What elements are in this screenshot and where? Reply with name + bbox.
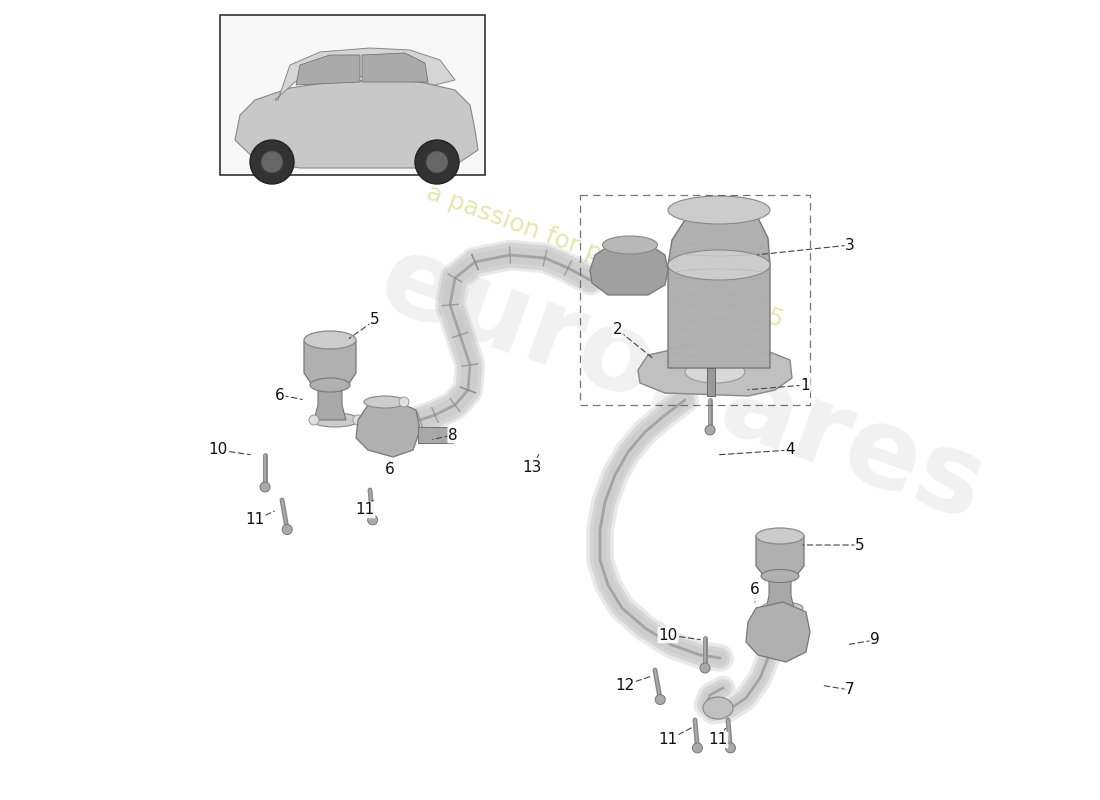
Polygon shape — [362, 53, 428, 82]
Text: 11: 11 — [708, 733, 727, 747]
Ellipse shape — [761, 602, 803, 614]
Ellipse shape — [703, 697, 733, 719]
Circle shape — [426, 151, 448, 173]
Ellipse shape — [304, 331, 356, 349]
Circle shape — [700, 663, 710, 673]
Ellipse shape — [310, 378, 350, 392]
Text: 12: 12 — [615, 678, 635, 693]
Circle shape — [261, 151, 283, 173]
Ellipse shape — [364, 396, 406, 408]
Ellipse shape — [311, 413, 359, 427]
Text: 8: 8 — [448, 427, 458, 442]
Polygon shape — [638, 348, 792, 396]
Text: 3: 3 — [845, 238, 855, 253]
Bar — [220, 15, 485, 175]
Text: 9: 9 — [870, 633, 880, 647]
Polygon shape — [356, 400, 420, 457]
Circle shape — [762, 604, 770, 612]
Text: 2: 2 — [613, 322, 623, 338]
Polygon shape — [314, 385, 346, 420]
Circle shape — [705, 425, 715, 435]
Text: 6: 6 — [750, 582, 760, 598]
Text: 10: 10 — [659, 627, 678, 642]
Text: a passion for parts since 1985: a passion for parts since 1985 — [424, 180, 786, 332]
Circle shape — [399, 397, 409, 407]
Bar — [707, 368, 715, 396]
Text: 6: 6 — [275, 387, 285, 402]
Text: 4: 4 — [785, 442, 795, 458]
Polygon shape — [590, 245, 668, 295]
Circle shape — [725, 743, 736, 753]
Circle shape — [692, 743, 703, 753]
Polygon shape — [304, 341, 356, 385]
Polygon shape — [766, 576, 794, 608]
Ellipse shape — [685, 361, 745, 383]
Text: 6: 6 — [385, 462, 395, 478]
Polygon shape — [668, 210, 770, 368]
Text: 13: 13 — [522, 461, 541, 475]
Ellipse shape — [668, 250, 770, 280]
Text: 11: 11 — [355, 502, 375, 518]
Text: 5: 5 — [855, 538, 865, 553]
Text: 11: 11 — [659, 733, 678, 747]
Polygon shape — [756, 536, 804, 576]
Circle shape — [283, 525, 293, 534]
Polygon shape — [418, 427, 453, 443]
Polygon shape — [296, 55, 360, 85]
Circle shape — [309, 415, 319, 425]
Circle shape — [260, 482, 270, 492]
Circle shape — [656, 694, 666, 705]
Text: 7: 7 — [845, 682, 855, 698]
Polygon shape — [275, 48, 455, 100]
Text: 11: 11 — [245, 513, 265, 527]
Polygon shape — [235, 80, 478, 168]
Circle shape — [353, 415, 363, 425]
Ellipse shape — [756, 528, 804, 544]
Ellipse shape — [761, 570, 799, 582]
Circle shape — [415, 140, 459, 184]
Text: 10: 10 — [208, 442, 228, 458]
Ellipse shape — [668, 196, 770, 224]
Ellipse shape — [603, 236, 658, 254]
Text: euroPares: euroPares — [365, 225, 999, 543]
Text: 1: 1 — [800, 378, 810, 393]
Text: 5: 5 — [371, 313, 380, 327]
Circle shape — [250, 140, 294, 184]
Polygon shape — [746, 602, 810, 662]
Circle shape — [367, 515, 377, 525]
